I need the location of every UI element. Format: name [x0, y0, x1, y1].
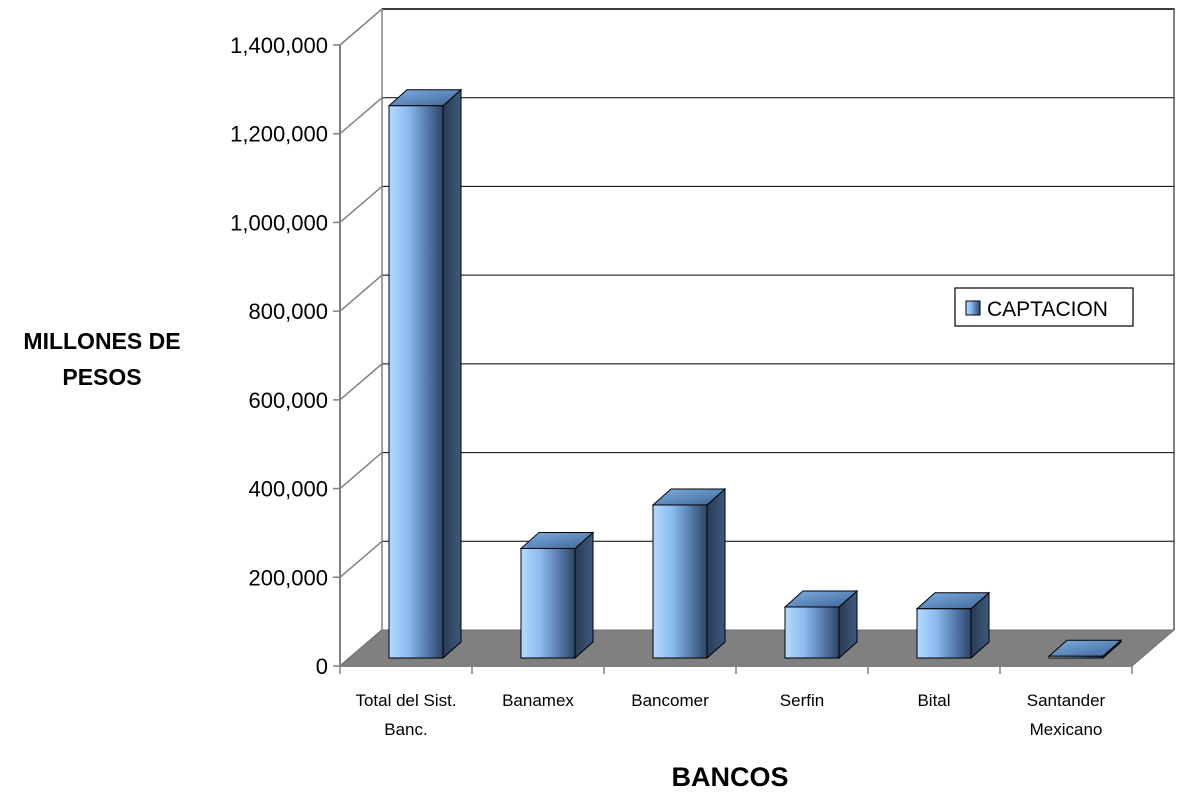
y-tick-label: 400,000 — [248, 477, 328, 502]
legend-label: CAPTACION — [987, 298, 1108, 321]
x-axis-title: BANCOS — [671, 762, 788, 791]
bars-layer — [387, 88, 1123, 660]
side-gridline — [339, 185, 383, 223]
side-gridline — [339, 8, 383, 46]
bar-front — [388, 105, 444, 659]
bar-front — [652, 504, 708, 659]
bar-side — [706, 487, 726, 660]
side-gridline — [339, 452, 383, 490]
bar — [783, 589, 859, 660]
bar-front — [916, 608, 972, 659]
y-tick-label: 800,000 — [248, 299, 328, 324]
y-tick-label: 0 — [316, 654, 328, 679]
y-axis-title: MILLONES DE PESOS — [23, 328, 180, 390]
floor-plane — [338, 629, 1176, 667]
y-tick-label: 1,200,000 — [230, 122, 328, 147]
legend-swatch — [965, 300, 981, 316]
bar-front — [1048, 655, 1104, 659]
chart-floor — [338, 629, 1176, 667]
bar — [651, 487, 727, 660]
x-tick-label: Total del Sist. Banc. — [355, 691, 456, 739]
x-tick-label: Santander Mexicano — [1027, 691, 1106, 739]
legend-box — [954, 287, 1134, 327]
bar — [915, 591, 991, 660]
bar — [1047, 639, 1123, 660]
bar-front — [784, 606, 840, 659]
grid-layer — [339, 8, 1175, 667]
side-gridline — [339, 97, 383, 135]
y-tick-label: 600,000 — [248, 388, 328, 413]
x-tick-label: Serfin — [780, 691, 824, 710]
bar — [387, 88, 463, 660]
bar-side — [442, 88, 462, 660]
bar-side — [574, 531, 594, 660]
x-tick-label: Bital — [917, 691, 950, 710]
y-tick-label: 1,000,000 — [230, 210, 328, 235]
x-tick-label: Banamex — [502, 691, 574, 710]
axis-layer — [333, 44, 1133, 674]
x-tick-label: Bancomer — [631, 691, 709, 710]
side-gridline — [339, 363, 383, 401]
y-tick-label: 1,400,000 — [230, 33, 328, 58]
y-tick-label: 200,000 — [248, 565, 328, 590]
bar-front — [520, 547, 576, 659]
legend: CAPTACION — [954, 287, 1134, 327]
side-gridline — [339, 274, 383, 312]
side-gridline — [339, 540, 383, 578]
bar — [519, 531, 595, 660]
labels-layer: 0 200,000 400,000 600,000 800,000 1,000,000 1,… — [23, 33, 1106, 792]
